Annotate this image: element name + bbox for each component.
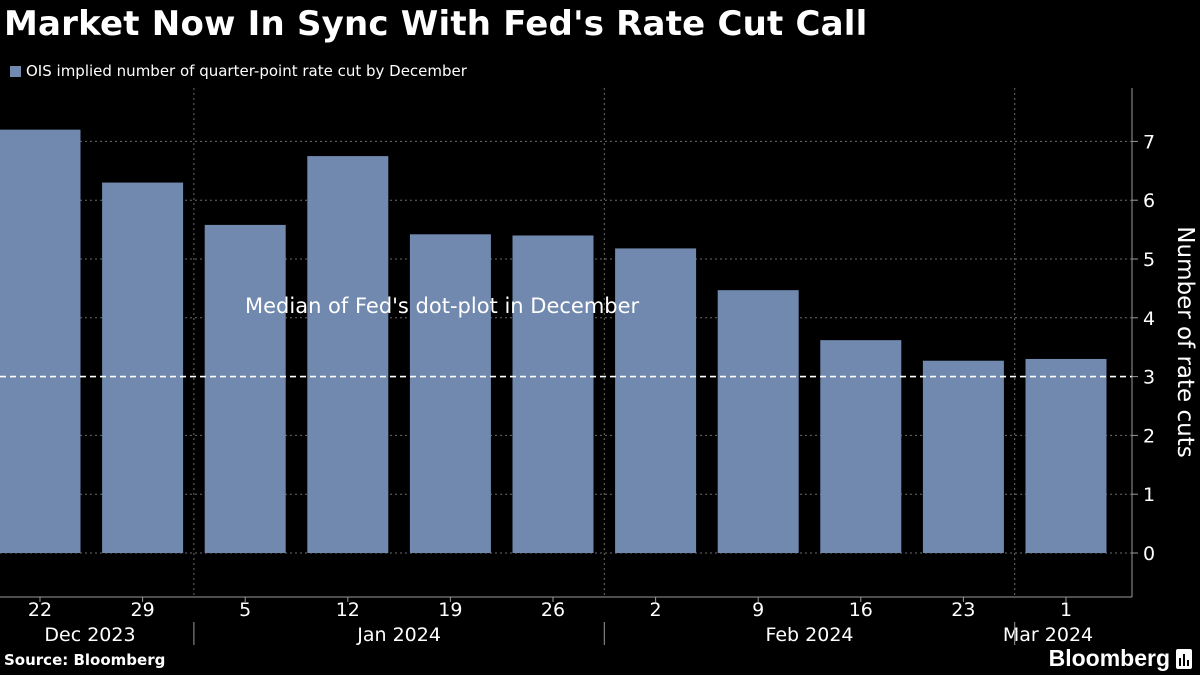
bloomberg-terminal-icon — [1176, 648, 1192, 669]
legend: OIS implied number of quarter-point rate… — [10, 60, 467, 82]
x-tick-label-0: 22 — [28, 599, 52, 621]
source-note: Source: Bloomberg — [4, 651, 166, 669]
bar-9 — [922, 360, 1004, 553]
y-tick-label-3: 3 — [1143, 367, 1155, 389]
reference-line-label: Median of Fed's dot-plot in December — [245, 294, 640, 318]
bar-7 — [717, 290, 799, 553]
x-tick-label-10: 1 — [1060, 599, 1072, 621]
x-month-label-0: Dec 2023 — [44, 624, 135, 646]
bloomberg-logo: Bloomberg — [1049, 645, 1192, 672]
y-tick-label-0: 0 — [1143, 543, 1155, 565]
bar-5 — [512, 235, 594, 554]
x-tick-label-3: 12 — [336, 599, 360, 621]
y-tick-label-4: 4 — [1143, 308, 1155, 330]
legend-label: OIS implied number of quarter-point rate… — [26, 62, 467, 80]
bar-1 — [102, 182, 184, 553]
y-tick-label-7: 7 — [1143, 131, 1155, 153]
x-tick-label-4: 19 — [438, 599, 462, 621]
x-month-label-2: Feb 2024 — [765, 624, 853, 646]
y-axis-title: Number of rate cuts — [1172, 226, 1198, 457]
chart-title: Market Now In Sync With Fed's Rate Cut C… — [4, 4, 868, 44]
x-tick-label-6: 2 — [650, 599, 662, 621]
x-tick-label-8: 16 — [849, 599, 873, 621]
bar-3 — [307, 156, 389, 553]
bar-6 — [615, 248, 697, 553]
legend-swatch — [10, 65, 21, 77]
x-tick-label-5: 26 — [541, 599, 565, 621]
brand-label: Bloomberg — [1048, 645, 1170, 671]
bar-10 — [1025, 358, 1107, 553]
y-tick-label-1: 1 — [1143, 484, 1155, 506]
x-tick-label-1: 29 — [131, 599, 155, 621]
x-tick-label-9: 23 — [951, 599, 975, 621]
bar-0 — [0, 129, 81, 553]
bar-4 — [409, 234, 491, 553]
y-tick-label-5: 5 — [1143, 249, 1155, 271]
x-month-label-3: Mar 2024 — [1003, 624, 1093, 646]
x-tick-label-2: 5 — [239, 599, 251, 621]
bar-2 — [204, 224, 286, 553]
y-tick-label-6: 6 — [1143, 190, 1155, 212]
y-tick-label-2: 2 — [1143, 425, 1155, 447]
x-tick-label-7: 9 — [752, 599, 764, 621]
x-month-label-1: Jan 2024 — [356, 624, 441, 646]
bar-8 — [820, 340, 902, 553]
